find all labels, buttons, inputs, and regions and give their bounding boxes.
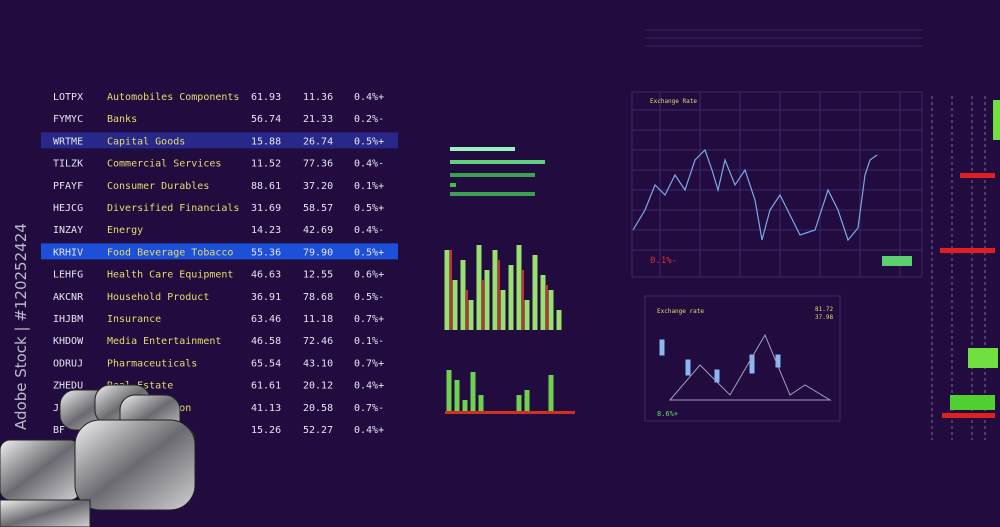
volume: 52.27 [303, 425, 333, 436]
row-highlight [41, 132, 398, 149]
ticker: IHJBM [53, 314, 83, 325]
price: 14.23 [251, 225, 281, 236]
price: 88.61 [251, 181, 281, 192]
change: 0.5%+ [354, 136, 384, 147]
ticker: PFAYF [53, 181, 83, 192]
ticker: LOTPX [53, 92, 83, 103]
price: 55.36 [251, 247, 281, 258]
panel-value: 37.98 [815, 314, 833, 321]
price: 56.74 [251, 114, 281, 125]
change: 0.4%- [354, 159, 384, 170]
panel-change: 8.6%+ [657, 410, 678, 418]
price: 41.13 [251, 403, 281, 414]
ticker: TILZK [53, 159, 83, 170]
panel-change: 0.1%- [650, 256, 677, 266]
candles [659, 333, 832, 401]
volume: 42.69 [303, 225, 333, 236]
change: 0.6%+ [354, 270, 384, 281]
sector: Food Beverage Tobacco [107, 247, 233, 258]
sector: Pharmaceuticals [107, 358, 197, 369]
change: 0.5%+ [354, 203, 384, 214]
ticker: AKCNR [53, 292, 84, 303]
volume: 72.46 [303, 336, 333, 347]
volume: 77.36 [303, 159, 333, 170]
ticker: KRHIV [53, 247, 83, 258]
ticker: WRTME [53, 136, 83, 147]
ticker: KHDOW [53, 336, 84, 347]
ticker: ZHEDU [53, 381, 83, 392]
change: 0.2%- [354, 114, 384, 125]
price: 15.26 [251, 425, 281, 436]
price: 61.61 [251, 381, 281, 392]
watermark: Adobe Stock | #120252424 [12, 223, 30, 430]
price: 31.69 [251, 203, 281, 214]
change: 0.7%+ [354, 314, 384, 325]
sector: Household Product [107, 292, 209, 303]
change: 0.7%- [354, 403, 384, 414]
sector: Commercial Services [107, 159, 221, 170]
volume: 26.74 [303, 136, 333, 147]
sector: Banks [107, 114, 137, 125]
robot-hand [0, 384, 196, 527]
price: 63.46 [251, 314, 281, 325]
change: 0.5%- [354, 292, 384, 303]
ticker: ODRUJ [53, 358, 83, 369]
stock-table: LOTPX Automobiles Components 61.93 11.36 0.4… [41, 92, 398, 436]
change: 0.4%+ [354, 425, 384, 436]
volume: 11.36 [303, 92, 333, 103]
price: 65.54 [251, 358, 281, 369]
ticker: J [53, 403, 59, 414]
change: 0.7%+ [354, 358, 384, 369]
panel-value: 81.72 [815, 306, 833, 313]
volume: 37.20 [303, 181, 333, 192]
ticker: INZAY [53, 225, 83, 236]
volume: 58.57 [303, 203, 333, 214]
panel-title: Exchange Rate [650, 98, 697, 105]
row-highlight [41, 243, 398, 260]
sector: Automobiles Components [107, 92, 239, 103]
sector: Diversified Financials [107, 203, 239, 214]
decor [631, 29, 986, 440]
volume: 11.18 [303, 314, 333, 325]
sector: Media Entertainment [107, 336, 221, 347]
price: 46.58 [251, 336, 281, 347]
change: 0.1%+ [354, 181, 384, 192]
price: 15.88 [251, 136, 281, 147]
sector: Health Care Equipment [107, 270, 233, 281]
sector: Capital Goods [107, 136, 185, 147]
price: 46.63 [251, 270, 281, 281]
volume: 79.90 [303, 247, 333, 258]
price: 11.52 [251, 159, 281, 170]
sector: Consumer Durables [107, 181, 209, 192]
change: 0.5%+ [354, 247, 384, 258]
price: 36.91 [251, 292, 281, 303]
exchange-line [632, 148, 878, 242]
change: 0.4%+ [354, 92, 384, 103]
sector: Insurance [107, 314, 161, 325]
volume: 21.33 [303, 114, 333, 125]
volume: 43.10 [303, 358, 333, 369]
price: 61.93 [251, 92, 281, 103]
volume: 78.68 [303, 292, 333, 303]
sector: Energy [107, 225, 143, 236]
bars [444, 100, 1000, 418]
change: 0.4%- [354, 225, 384, 236]
ticker: HEJCG [53, 203, 83, 214]
change: 0.4%+ [354, 381, 384, 392]
ticker: BF [53, 425, 65, 436]
volume: 20.12 [303, 381, 333, 392]
volume: 20.58 [303, 403, 333, 414]
volume: 12.55 [303, 270, 333, 281]
panel-title: Exchange rate [657, 308, 704, 315]
ticker: LEHFG [53, 270, 83, 281]
ticker: FYMYC [53, 114, 83, 125]
change: 0.1%- [354, 336, 384, 347]
